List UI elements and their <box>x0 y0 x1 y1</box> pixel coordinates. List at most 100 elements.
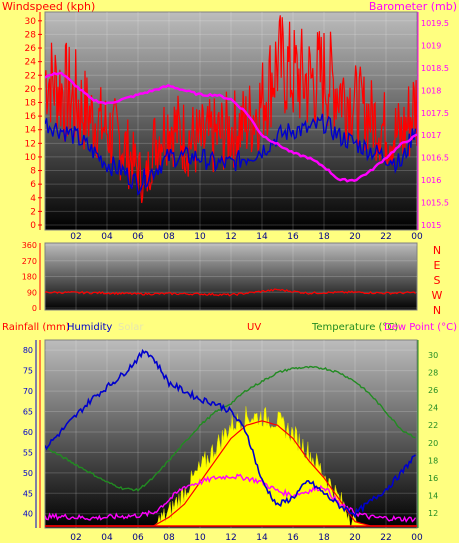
direction-tick-label: 90 <box>27 288 37 297</box>
x-tick-label: 16 <box>287 232 299 242</box>
direction-tick-label: 360 <box>22 241 37 250</box>
humidity-tick-label: 40 <box>23 510 33 519</box>
wind-direction-line <box>45 288 416 297</box>
windspeed-tick-label: 12 <box>25 139 36 149</box>
x-tick-label: 14 <box>256 533 268 543</box>
x-tick-label: 08 <box>163 533 175 543</box>
humidity-tick-label: 50 <box>23 469 33 478</box>
temperature-line <box>45 365 416 492</box>
direction-series-layer <box>45 288 416 297</box>
windspeed-tick-label: 18 <box>25 98 37 108</box>
x-tick-label: 06 <box>132 232 144 242</box>
windspeed-tick-label: 26 <box>25 44 37 54</box>
x-tick-label: 12 <box>225 232 236 242</box>
temperature-tick-label: 16 <box>428 474 438 483</box>
direction-gridlines <box>45 243 417 310</box>
windspeed-tick-label: 16 <box>25 112 37 122</box>
x-tick-label: 04 <box>101 232 113 242</box>
direction-tick-label: 180 <box>22 273 37 282</box>
compass-label: N <box>433 244 441 257</box>
temperature-tick-label: 30 <box>428 351 438 360</box>
humidity-tick-label: 70 <box>23 387 33 396</box>
average-wind-line <box>45 113 417 196</box>
humidity-tick-label: 55 <box>23 448 33 457</box>
direction-tick-label: 270 <box>22 257 37 266</box>
x-tick-label: 00 <box>411 232 423 242</box>
windspeed-line <box>45 15 417 204</box>
windspeed-tick-label: 6 <box>30 180 36 190</box>
temperature-tick-label: 24 <box>428 404 438 413</box>
barometer-line <box>45 71 417 183</box>
compass-label: W <box>432 289 443 302</box>
windspeed-axis-label: Windspeed (kph) <box>2 0 95 13</box>
barometer-tick-label: 1016 <box>421 176 441 185</box>
barometer-tick-label: 1015.5 <box>421 199 449 208</box>
barometer-tick-label: 1018.5 <box>421 64 449 73</box>
legend-temperature: Temperature (°C) <box>311 322 398 333</box>
dewpoint-line <box>45 473 417 523</box>
humidity-line <box>45 348 417 520</box>
direction-tick-label: 0 <box>32 304 37 313</box>
wind-series-layer <box>45 15 417 204</box>
x-tick-label: 20 <box>349 232 361 242</box>
legend-uv: UV <box>247 322 261 333</box>
temperature-tick-label: 12 <box>428 509 438 518</box>
temperature-tick-label: 20 <box>428 439 438 448</box>
temperature-tick-label: 18 <box>428 456 438 465</box>
windspeed-tick-label: 4 <box>30 194 36 204</box>
wind-plot-area <box>44 11 418 231</box>
legend-solar: Solar <box>118 322 144 333</box>
humidity-tick-label: 45 <box>23 489 33 498</box>
humidity-axis: 40 45 50 55 60 65 70 75 80 <box>23 340 41 528</box>
windspeed-tick-label: 30 <box>25 17 37 27</box>
windspeed-tick-label: 0 <box>30 221 36 231</box>
barometer-tick-label: 1018 <box>421 86 441 95</box>
x-tick-label: 10 <box>194 232 206 242</box>
compass-label: S <box>434 274 441 287</box>
compass-label: N <box>433 304 441 317</box>
x-tick-label: 10 <box>194 533 206 543</box>
x-tick-label: 18 <box>318 533 330 543</box>
x-tick-label: 06 <box>132 533 144 543</box>
temperature-axis: 12 14 16 18 20 22 24 26 28 30 <box>417 340 438 528</box>
windspeed-tick-label: 28 <box>25 30 37 40</box>
windspeed-tick-label: 22 <box>25 71 36 81</box>
direction-plot-area <box>44 242 418 311</box>
barometer-tick-label: 1017 <box>421 131 441 140</box>
barometer-tick-label: 1015 <box>421 221 441 230</box>
legend-rainfall: Rainfall (mm) <box>2 322 70 333</box>
humidity-tick-label: 60 <box>23 428 33 437</box>
temperature-tick-label: 14 <box>428 491 438 500</box>
x-tick-label: 12 <box>225 533 236 543</box>
x-tick-label: 14 <box>256 232 268 242</box>
x-tick-label: 02 <box>70 232 81 242</box>
temperature-tick-label: 26 <box>428 386 438 395</box>
barometer-axis-label: Barometer (mb) <box>369 0 457 13</box>
x-tick-label: 08 <box>163 232 175 242</box>
windspeed-tick-label: 14 <box>25 126 37 136</box>
humidity-tick-label: 65 <box>23 408 33 417</box>
temp-series-layer <box>45 348 417 527</box>
x-tick-label: 18 <box>318 232 330 242</box>
barometer-tick-label: 1019 <box>421 41 441 50</box>
temperature-tick-label: 28 <box>428 369 438 378</box>
barometer-tick-label: 1017.5 <box>421 109 449 118</box>
windspeed-tick-label: 2 <box>30 207 36 217</box>
legend-humidity: Humidity <box>67 322 112 333</box>
x-tick-label: 04 <box>101 533 113 543</box>
barometer-axis: 1015 1015.5 1016 1016.5 1017 1017.5 1018 1018.5… <box>417 12 449 230</box>
x-tick-label: 16 <box>287 533 299 543</box>
x-tick-label: 20 <box>349 533 361 543</box>
temperature-tick-label: 22 <box>428 421 438 430</box>
windspeed-tick-label: 10 <box>25 153 37 163</box>
barometer-tick-label: 1016.5 <box>421 154 449 163</box>
x-tick-label: 22 <box>380 232 391 242</box>
humidity-tick-label: 80 <box>23 346 33 355</box>
temp-x-axis: 02 04 06 08 10 12 14 16 18 20 22 00 <box>70 533 423 543</box>
